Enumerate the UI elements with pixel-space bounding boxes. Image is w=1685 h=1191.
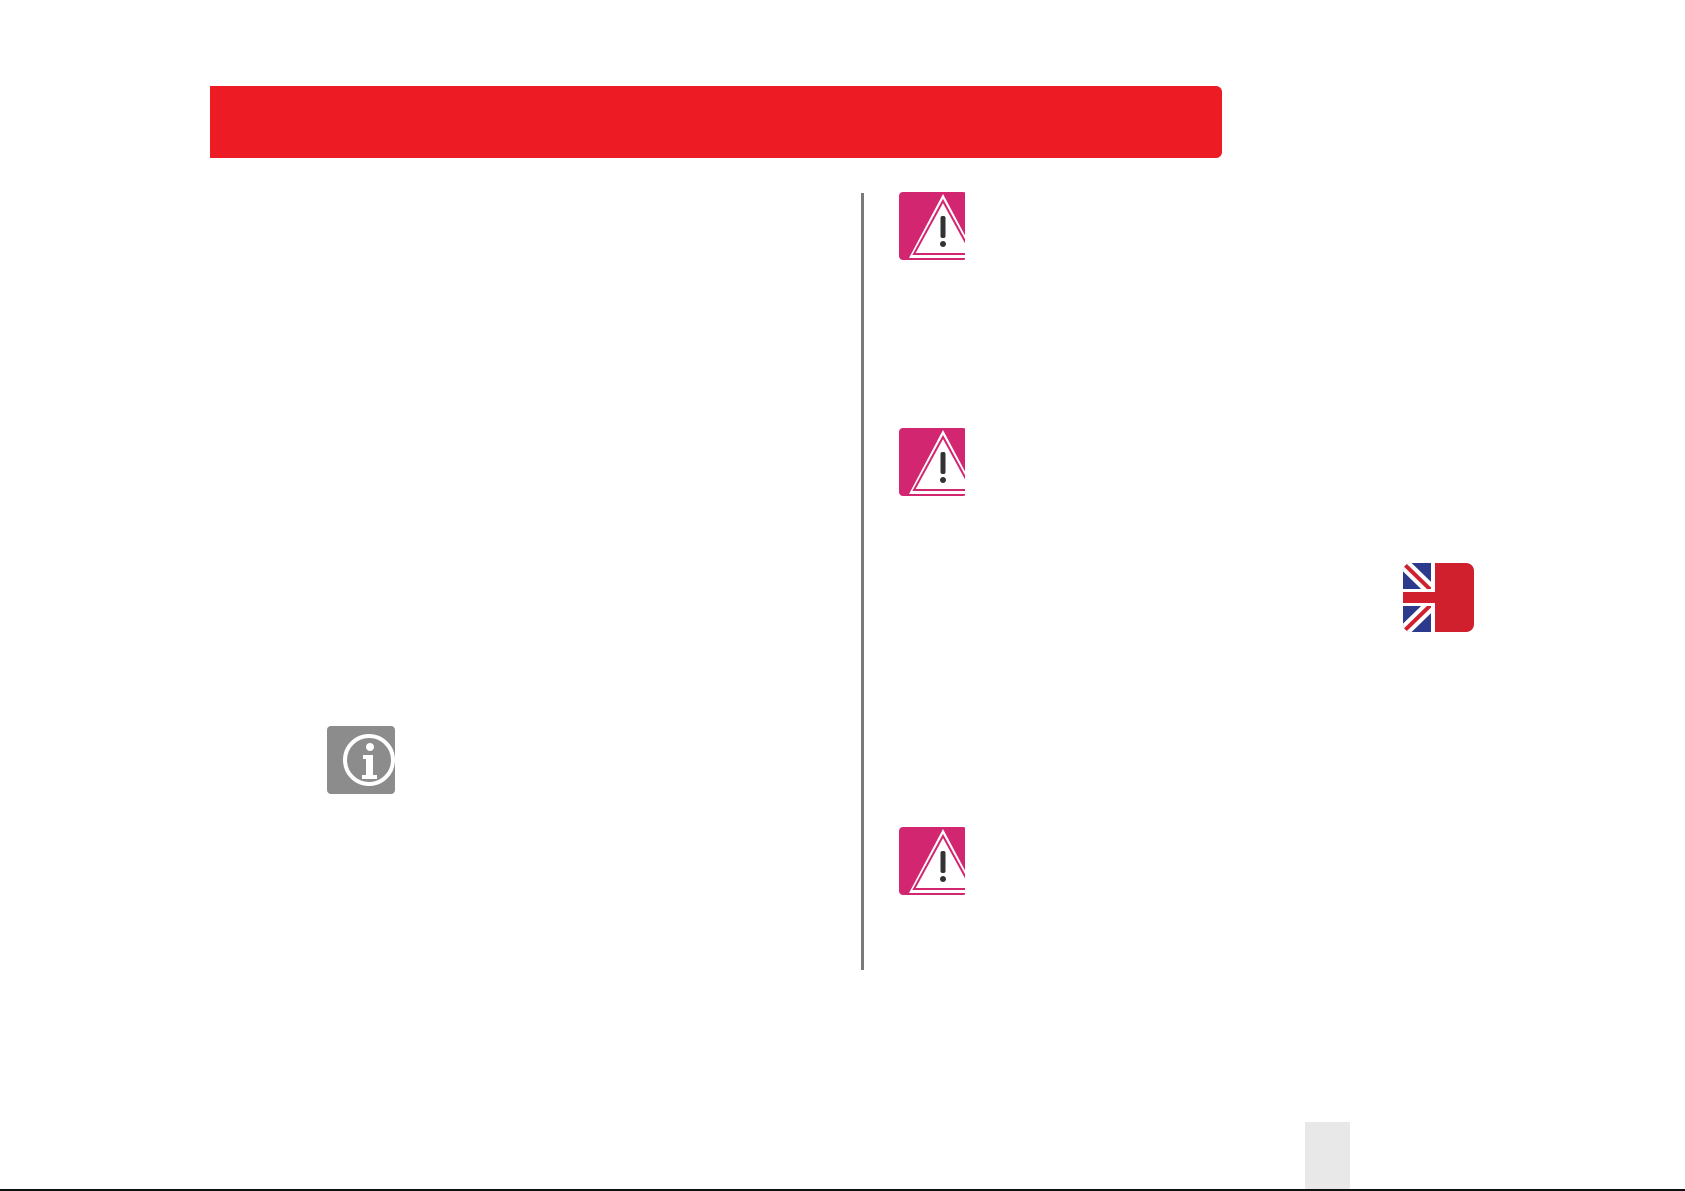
info-icon: [327, 726, 395, 794]
bottom-rule: [0, 1189, 1685, 1191]
page-number-tab: [1305, 1122, 1350, 1191]
uk-flag-icon: [1403, 563, 1474, 632]
section-header-bar: [210, 86, 1222, 158]
warning-triangle-icon: [899, 192, 967, 260]
warning-triangle-icon: [899, 428, 967, 496]
warning-triangle-icon: [899, 827, 967, 895]
column-divider: [861, 193, 864, 970]
